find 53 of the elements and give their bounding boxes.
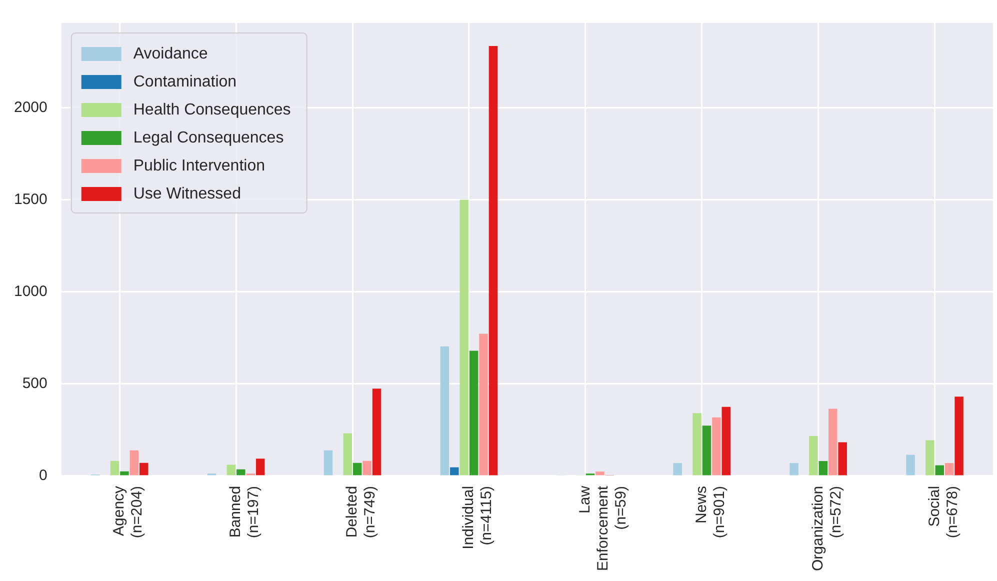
- bar: [944, 463, 954, 476]
- bar: [120, 471, 129, 476]
- bar: [712, 417, 721, 476]
- x-tick-label: Law Enforcement (n=59): [576, 485, 630, 571]
- bar: [722, 406, 730, 476]
- bar: [838, 442, 847, 476]
- x-tick-label: Organization (n=572): [809, 486, 844, 572]
- bar: [324, 450, 333, 476]
- bar: [935, 465, 944, 476]
- bar: [790, 463, 798, 476]
- bar: [236, 469, 246, 476]
- bar: [110, 460, 120, 476]
- bar: [906, 454, 915, 476]
- legend-label: Avoidance: [133, 45, 208, 62]
- x-tick-label: Deleted (n=749): [344, 486, 379, 538]
- bar: [596, 472, 604, 476]
- legend-label: Public Intervention: [133, 157, 266, 174]
- y-tick-label: 1000: [14, 282, 48, 300]
- bar: [818, 461, 828, 476]
- bar: [130, 450, 139, 476]
- legend-label: Legal Consequences: [133, 129, 284, 146]
- bar: [479, 334, 488, 476]
- legend-label: Health Consequences: [133, 101, 291, 118]
- bar: [256, 458, 265, 476]
- bar: [488, 46, 498, 476]
- bar: [469, 350, 478, 476]
- y-tick-label: 2000: [14, 98, 48, 116]
- bar: [702, 426, 712, 476]
- legend-label: Use Witnessed: [133, 185, 241, 202]
- legend-label: Contamination: [133, 73, 237, 90]
- x-tick-label: Social (n=678): [926, 486, 961, 538]
- bar: [954, 396, 964, 476]
- bar: [809, 436, 818, 476]
- x-tick-label: News (n=901): [693, 486, 728, 538]
- y-tick-label: 0: [39, 467, 48, 484]
- x-tick-label: Banned (n=197): [227, 486, 262, 538]
- bar: [460, 200, 468, 476]
- y-tick-label: 1500: [14, 190, 48, 208]
- bar: [352, 462, 362, 476]
- bar: [450, 467, 459, 476]
- x-tick-label: Agency (n=204): [110, 485, 146, 538]
- bar: [440, 346, 450, 476]
- bar: [139, 462, 148, 476]
- bar: [343, 433, 352, 476]
- bar: [372, 388, 382, 476]
- y-tick-label: 500: [22, 375, 48, 392]
- bar: [828, 408, 838, 476]
- bar: [673, 463, 682, 476]
- bar: [362, 460, 372, 476]
- bar: [926, 440, 934, 476]
- x-tick-label: Individual (n=4115): [460, 486, 496, 550]
- bar: [226, 464, 236, 476]
- bar: [692, 413, 702, 476]
